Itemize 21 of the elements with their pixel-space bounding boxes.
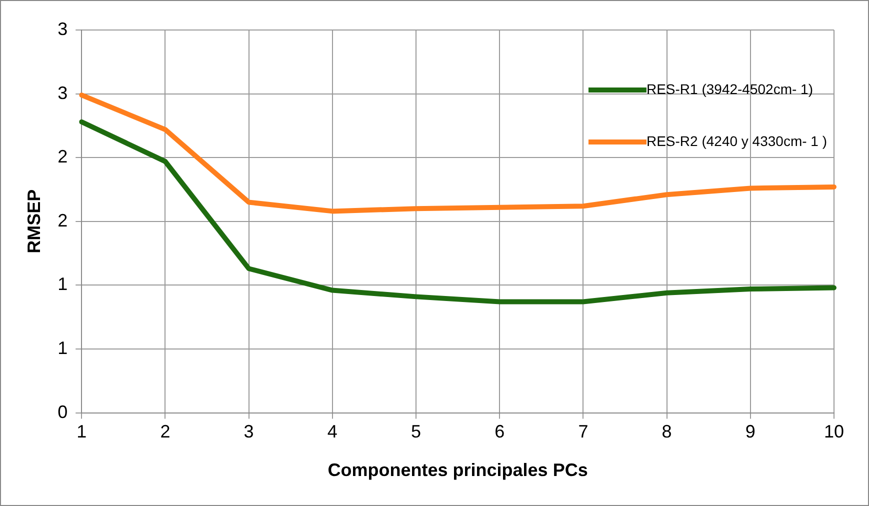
legend-label: RES-R1 (3942-4502cm- 1) <box>646 80 813 97</box>
y-tick-label: 2 <box>58 210 68 230</box>
y-axis-title: RMSEP <box>24 189 44 254</box>
x-tick-label: 8 <box>662 422 672 442</box>
legend-label: RES-R2 (4240 y 4330cm- 1 ) <box>646 132 828 149</box>
x-tick-label: 9 <box>745 422 756 442</box>
y-tick-label: 0 <box>58 402 68 422</box>
y-tick-label: 1 <box>58 274 68 294</box>
y-tick-label: 2 <box>58 146 68 167</box>
x-tick-label: 5 <box>411 422 422 442</box>
y-tick-label: 3 <box>58 82 68 103</box>
x-tick-label: 7 <box>578 422 588 442</box>
x-tick-label: 3 <box>244 422 254 442</box>
x-tick-label: 2 <box>160 422 170 442</box>
x-tick-label: 1 <box>76 422 87 442</box>
y-tick-label: 1 <box>58 338 68 358</box>
x-axis-title: Componentes principales PCs <box>328 460 588 480</box>
x-tick-label: 6 <box>494 422 505 442</box>
x-tick-label: 10 <box>824 422 844 442</box>
x-tick-label: 4 <box>327 422 338 442</box>
y-tick-label: 3 <box>58 18 68 39</box>
